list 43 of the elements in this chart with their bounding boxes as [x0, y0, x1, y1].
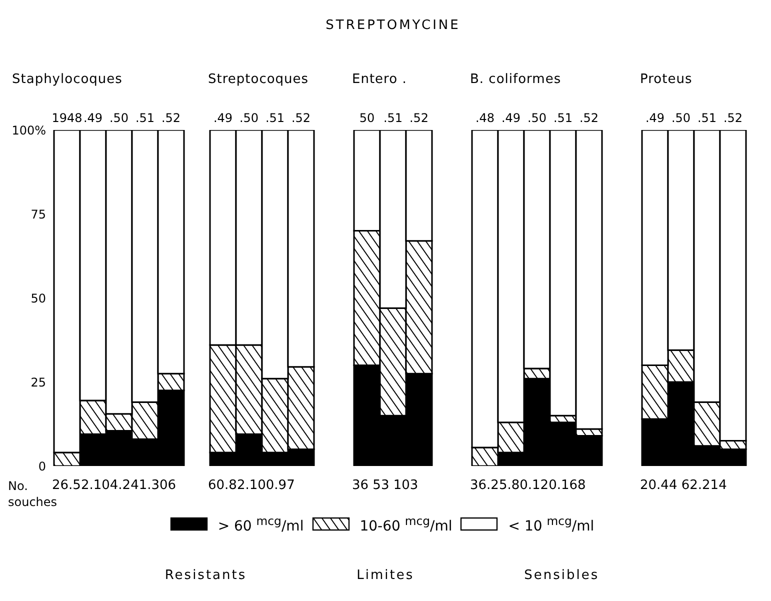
- legend-label: < 10 $^{mcg}$/ml: [508, 514, 594, 535]
- x-tick-label: .52: [723, 111, 743, 125]
- chart-subtitle: Proteus: [640, 72, 694, 89]
- chart-subtitle: Entero .: [352, 72, 408, 89]
- chart-subtitle: B. coliformes: [470, 72, 562, 89]
- x-tick-label: .51: [135, 111, 155, 125]
- x-tick-label: .51: [265, 111, 285, 125]
- chart-subtitle: Staphylocoques: [12, 72, 124, 89]
- y-tick-label: 50: [30, 291, 46, 306]
- x-tick-label: .51: [383, 111, 403, 125]
- text: 60.82.100.97: [208, 478, 296, 493]
- x-tick-label: .49: [213, 111, 233, 125]
- x-tick-label: .50: [109, 111, 129, 125]
- legend-label: 10-60 $^{mcg}$/ml: [360, 514, 452, 535]
- text: 26.52.104.241.306: [52, 478, 178, 493]
- y-tick-label: 25: [30, 375, 46, 390]
- x-tick-label: .51: [553, 111, 573, 125]
- x-tick-label: .52: [579, 111, 599, 125]
- x-tick-label: 50: [359, 111, 375, 125]
- chart-title: STREPTOMYCINE: [326, 18, 460, 33]
- y-tick-label: 0: [38, 459, 46, 474]
- x-tick-label: .51: [697, 111, 717, 125]
- chart-subtitle: Streptocoques: [208, 72, 310, 89]
- x-tick-label: .49: [501, 111, 521, 125]
- text: 36 53 103: [352, 478, 420, 493]
- y-tick-label: 75: [30, 207, 46, 222]
- text: Sensibles: [524, 568, 600, 583]
- x-tick-label: .52: [291, 111, 311, 125]
- x-tick-label: .49: [645, 111, 665, 125]
- x-tick-label: .50: [671, 111, 691, 125]
- x-tick-label: .52: [409, 111, 429, 125]
- text: 20.44 62.214: [640, 478, 728, 493]
- y-tick-label: 100%: [12, 123, 46, 138]
- text: Limites: [356, 568, 414, 583]
- x-tick-label: .50: [527, 111, 547, 125]
- x-tick-label: 1948: [52, 111, 82, 125]
- x-tick-label: .50: [239, 111, 259, 125]
- text: Resistants: [164, 568, 247, 583]
- x-tick-label: .52: [161, 111, 181, 125]
- x-tick-label: .48: [475, 111, 495, 125]
- text: 36.25.80.120.168: [470, 478, 587, 493]
- legend-label: > 60 $^{mcg}$/ml: [218, 514, 304, 535]
- x-tick-label: .49: [83, 111, 103, 125]
